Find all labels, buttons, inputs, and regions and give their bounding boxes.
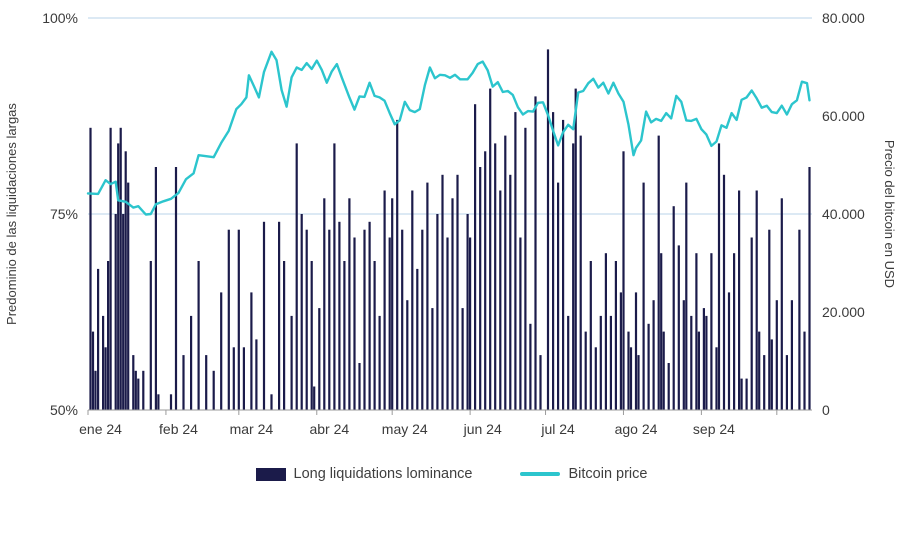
legend-item-line: Bitcoin price xyxy=(520,466,647,482)
right-axis-title: Precio del bitcoin en USD xyxy=(882,139,897,289)
svg-text:feb 24: feb 24 xyxy=(159,421,198,437)
svg-text:abr 24: abr 24 xyxy=(309,421,349,437)
svg-text:jun 24: jun 24 xyxy=(463,421,502,437)
svg-text:ago 24: ago 24 xyxy=(615,421,658,437)
legend-bar-label: Long liquidations lominance xyxy=(293,466,473,482)
svg-text:sep 24: sep 24 xyxy=(693,421,735,437)
legend-line-label: Bitcoin price xyxy=(568,466,648,482)
svg-text:20.000: 20.000 xyxy=(822,304,865,320)
svg-text:40.000: 40.000 xyxy=(822,206,865,222)
line-series-swatch xyxy=(520,472,561,476)
svg-text:75%: 75% xyxy=(50,206,78,222)
svg-text:100%: 100% xyxy=(42,10,78,26)
svg-text:50%: 50% xyxy=(50,402,78,418)
combo-chart: 100% 75% 50% 80.000 60.000 40.000 20.000 0 ene 2… xyxy=(42,10,865,437)
legend: Long liquidations lominance Bitcoin pric… xyxy=(0,466,903,482)
svg-text:ene 24: ene 24 xyxy=(79,421,122,437)
svg-text:60.000: 60.000 xyxy=(822,108,865,124)
svg-text:80.000: 80.000 xyxy=(822,10,865,26)
bar-series-swatch xyxy=(255,467,286,481)
svg-text:may 24: may 24 xyxy=(382,421,428,437)
legend-item-bars: Long liquidations lominance xyxy=(255,466,473,482)
svg-text:0: 0 xyxy=(822,402,830,418)
svg-text:jul 24: jul 24 xyxy=(540,421,575,437)
left-axis-title: Predominio de las liquidaciones largas xyxy=(4,103,19,325)
svg-text:mar 24: mar 24 xyxy=(230,421,274,437)
